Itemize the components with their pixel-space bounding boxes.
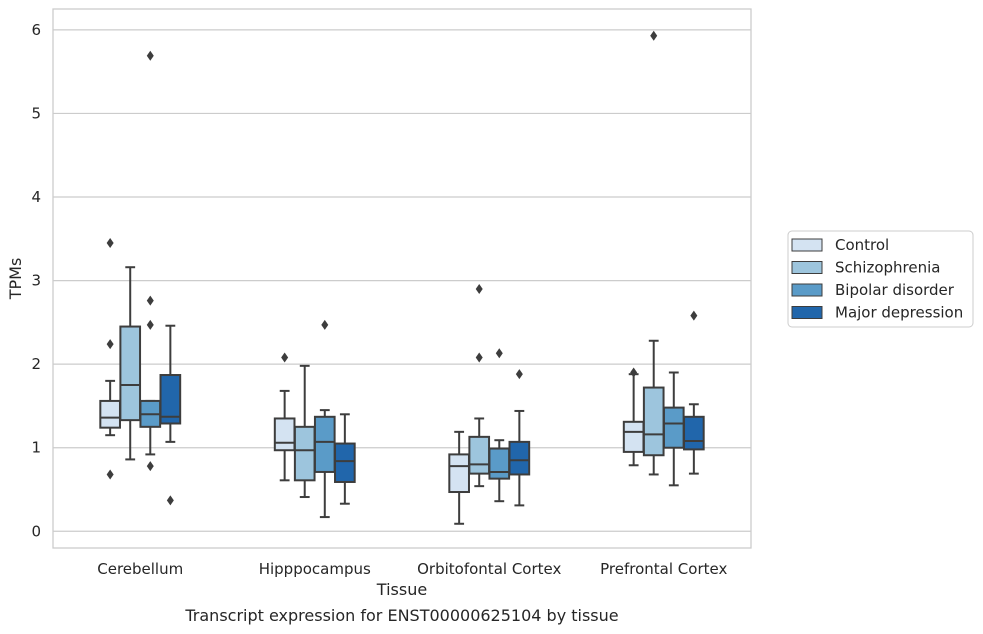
outlier-point	[690, 310, 698, 321]
box-bipolar-disorder	[662, 371, 685, 487]
legend-label: Major depression	[835, 304, 963, 322]
y-tick-label: 5	[31, 104, 41, 122]
outlier-point	[281, 352, 289, 363]
outlier-point	[630, 367, 638, 378]
x-tick-label: Hipppocampus	[259, 560, 371, 578]
box-control	[448, 430, 470, 525]
box-iqr	[313, 415, 336, 473]
outlier-point	[475, 352, 483, 363]
outlier-point	[146, 461, 154, 472]
legend-swatch	[791, 238, 823, 252]
box-iqr	[119, 325, 142, 422]
y-tick-label: 0	[31, 522, 41, 540]
outlier-point	[515, 369, 523, 380]
outlier-point	[146, 50, 154, 61]
box-iqr	[448, 453, 470, 494]
x-axis-tick-labels: Cerebellum Hipppocampus Orbitofontal Corte…	[97, 560, 727, 578]
box-iqr	[99, 399, 121, 429]
outlier-point	[166, 495, 174, 506]
outlier-point	[106, 237, 114, 248]
legend-label: Schizophrenia	[835, 259, 940, 277]
x-tick-label: Orbitofontal Cortex	[417, 560, 561, 578]
legend-swatch	[791, 261, 823, 274]
box-schizophrenia	[468, 283, 491, 488]
box-bipolar-disorder	[488, 348, 511, 503]
box-iqr	[683, 415, 705, 451]
box-schizophrenia	[119, 266, 142, 461]
box-iqr	[642, 386, 665, 457]
legend-swatch	[791, 283, 823, 297]
y-axis-tick-labels: 0 1 2 3 4 5 6	[31, 21, 41, 540]
box-major-depression	[334, 413, 356, 505]
outlier-point	[321, 319, 329, 330]
y-tick-label: 6	[31, 21, 41, 39]
box-iqr	[273, 417, 296, 452]
box-iqr	[468, 435, 491, 475]
y-tick-label: 2	[31, 355, 41, 373]
box-major-depression	[683, 310, 705, 475]
plot-frame	[52, 8, 752, 549]
legend-swatch	[791, 306, 823, 319]
box-iqr	[508, 440, 531, 476]
box-major-depression	[508, 369, 531, 507]
outlier-point	[106, 339, 114, 350]
box-iqr	[334, 442, 356, 483]
x-tick-label: Prefrontal Cortex	[600, 560, 727, 578]
y-tick-label: 3	[31, 272, 41, 290]
y-tick-label: 1	[31, 439, 41, 457]
x-tick-label: Cerebellum	[97, 560, 183, 578]
box-schizophrenia	[642, 30, 665, 476]
outlier-point	[106, 469, 114, 480]
box-control	[622, 367, 645, 467]
box-iqr	[662, 406, 685, 449]
box-control	[99, 237, 121, 480]
y-gridlines	[53, 29, 751, 532]
outlier-point	[650, 30, 658, 41]
box-iqr	[159, 374, 182, 425]
box-plot-series	[99, 30, 705, 525]
outlier-point	[146, 295, 154, 306]
box-schizophrenia	[293, 364, 316, 499]
box-iqr	[622, 420, 645, 453]
legend: Control Schizophrenia Bipolar disorder Majo…	[787, 230, 974, 328]
box-iqr	[488, 447, 511, 480]
box-bipolar-disorder	[313, 319, 336, 519]
outlier-point	[495, 348, 503, 359]
box-control	[273, 352, 296, 482]
figure-caption: Transcript expression for ENST0000062510…	[185, 606, 619, 625]
x-axis-label: Tissue	[376, 580, 427, 599]
legend-label: Bipolar disorder	[835, 281, 955, 299]
legend-label: Control	[835, 236, 889, 254]
y-axis-label: TPMs	[6, 258, 25, 301]
box-iqr	[293, 425, 316, 482]
outlier-point	[475, 283, 483, 294]
y-tick-label: 4	[31, 188, 41, 206]
legend-frame	[787, 230, 974, 328]
outlier-point	[146, 319, 154, 330]
box-major-depression	[159, 324, 182, 506]
